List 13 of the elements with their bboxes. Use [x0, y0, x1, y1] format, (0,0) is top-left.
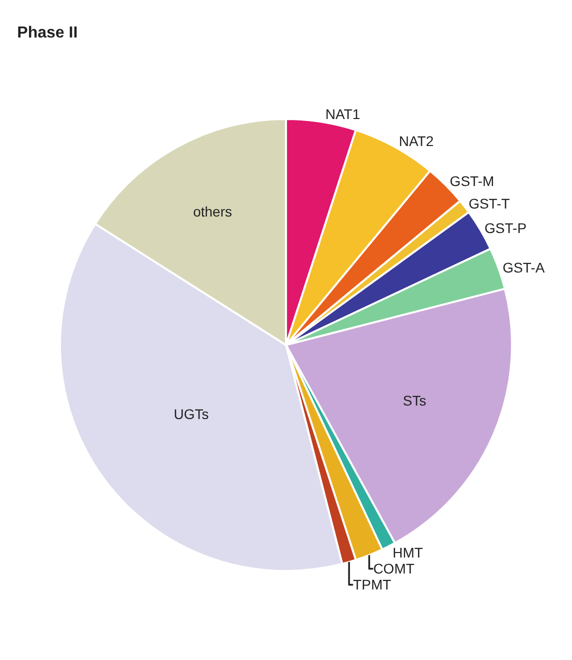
slice-label: UGTs [174, 406, 209, 422]
slice-label: COMT [373, 560, 415, 577]
slice-label: GST-T [468, 195, 510, 212]
slice-label: STs [402, 392, 426, 409]
chart-title: Phase II [17, 24, 78, 42]
slice-label: GST-M [450, 173, 494, 190]
slice-label: others [193, 203, 232, 220]
slice-label: NAT1 [325, 106, 360, 122]
slice-label: NAT2 [398, 132, 434, 149]
slice-label: GST-P [484, 220, 527, 236]
slice-label: HMT [392, 544, 424, 561]
slice-label: TPMT [353, 576, 392, 593]
slice-label: GST-A [502, 260, 546, 276]
